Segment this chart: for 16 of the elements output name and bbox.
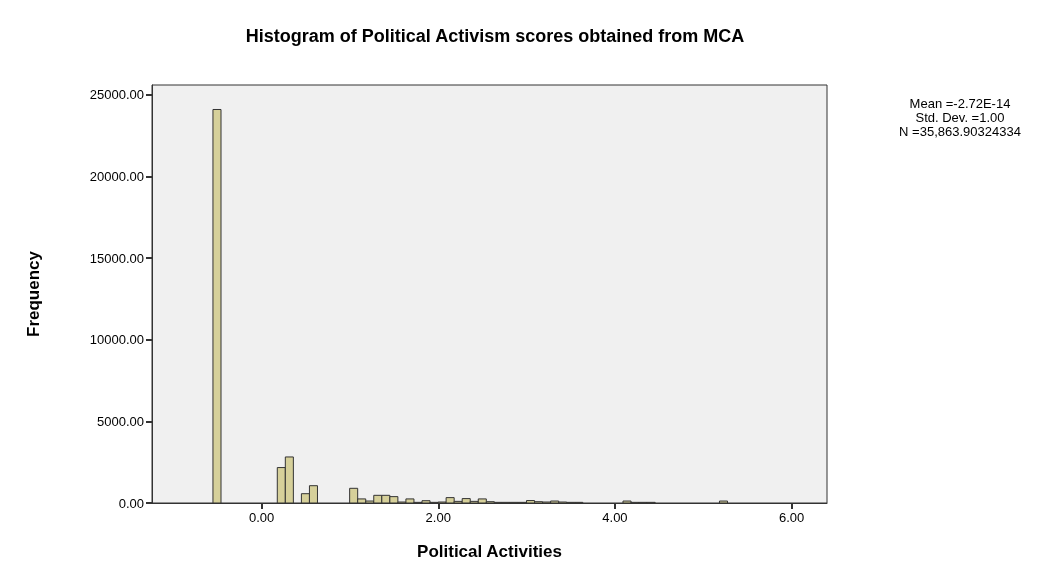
y-tick-label: 15000.00 [89,250,144,266]
x-tick-label: 2.00 [425,510,451,525]
y-tick-label: 0.00 [118,495,144,511]
x-axis-title: Political Activities [417,542,562,561]
x-tick-label: 4.00 [602,510,628,525]
y-tick-label: 25000.00 [89,87,144,103]
text: Mean =-2.72E-14 [909,96,1011,111]
y-tick-label: 10000.00 [89,332,144,348]
x-tick-label: 0.00 [248,510,275,525]
chart-title: Histogram of Political Activism scores obtained from MCA [245,26,745,46]
y-axis-title: Frequency [24,250,43,337]
y-tick-label: 5000.00 [97,413,144,429]
text: Std. Dev. =1.00 [915,110,1005,125]
y-tick-label: 20000.00 [89,168,144,184]
x-tick-label: 6.00 [779,510,805,525]
text: N =35,863.90324334 [899,124,1021,139]
